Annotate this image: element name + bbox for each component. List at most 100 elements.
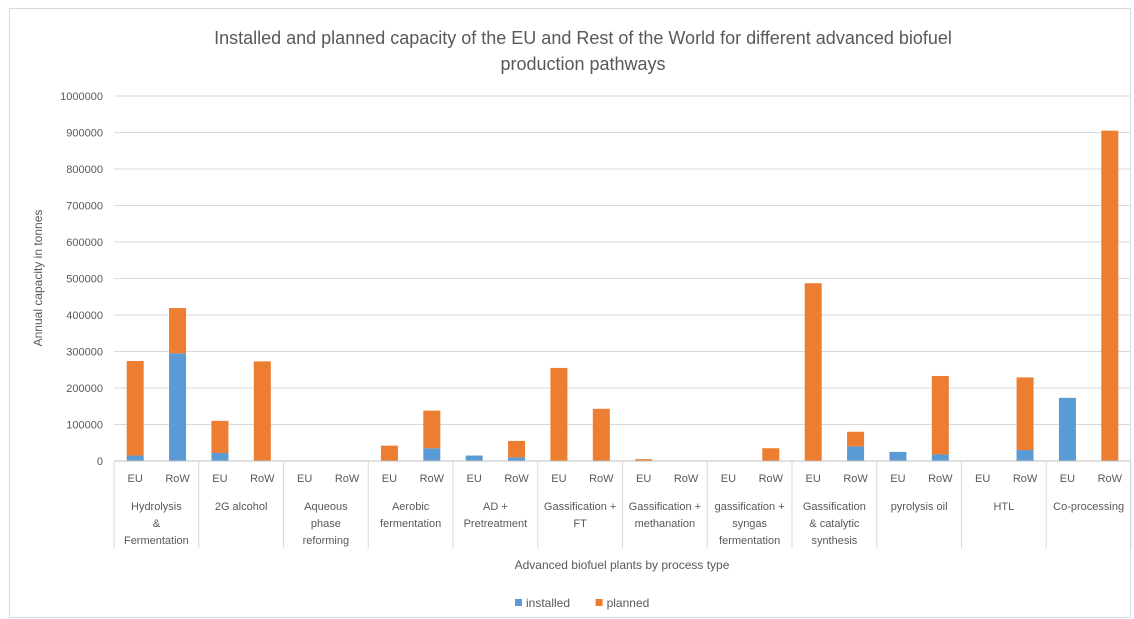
bar-planned [508, 440, 526, 458]
region-label: EU [1060, 473, 1075, 485]
region-label: RoW [843, 473, 868, 485]
group-label: Aqueous [304, 501, 348, 513]
legend: installed planned [515, 596, 649, 610]
bar-installed [847, 446, 865, 461]
y-tick-label: 500000 [66, 274, 103, 286]
bar-planned [1016, 377, 1034, 451]
group-label: 2G alcohol [215, 501, 268, 513]
y-tick-label: 200000 [66, 383, 103, 395]
bar-planned [211, 420, 229, 453]
region-label: EU [382, 473, 397, 485]
y-axis-title: Annual capacity in tonnes [31, 210, 45, 347]
group-label: & [153, 518, 161, 530]
bar-planned [847, 431, 865, 447]
group-label: HTL [993, 501, 1014, 513]
group-label: Aerobic [392, 501, 430, 513]
group-label: Fermentation [124, 535, 189, 547]
bar-planned [380, 445, 398, 461]
y-tick-label: 600000 [66, 237, 103, 249]
group-label: Co-processing [1053, 501, 1124, 513]
bar-installed [423, 448, 441, 461]
bar-installed [1016, 450, 1034, 461]
legend-label-installed: installed [526, 596, 570, 610]
region-label: RoW [335, 473, 360, 485]
group-label: gassification + [715, 501, 785, 513]
bar-planned [169, 308, 187, 354]
bar-planned [635, 459, 653, 461]
y-tick-label: 100000 [66, 420, 103, 432]
bar-planned [253, 361, 271, 461]
bar-planned [762, 448, 780, 461]
x-axis: Hydrolysis & Fermentation EU RoW 2G alcohol EU… [113, 460, 1132, 548]
group-label: Pretreatment [464, 518, 528, 530]
region-label: EU [636, 473, 651, 485]
bar-installed [211, 452, 229, 461]
legend-swatch-planned [595, 599, 603, 606]
bar-installed [126, 455, 144, 461]
y-tick-label: 700000 [66, 201, 103, 213]
region-label: EU [890, 473, 905, 485]
bar-planned [1101, 130, 1119, 462]
region-label: EU [551, 473, 566, 485]
region-label: EU [297, 473, 312, 485]
y-tick-label: 1000000 [60, 91, 103, 103]
x-axis-title: Advanced biofuel plants by process type [515, 558, 730, 572]
region-label: EU [721, 473, 736, 485]
region-label: RoW [420, 473, 445, 485]
y-tick-label: 800000 [66, 164, 103, 176]
group-label: Hydrolysis [131, 501, 182, 513]
region-label: RoW [504, 473, 529, 485]
y-tick-label: 300000 [66, 347, 103, 359]
bar-planned [126, 360, 144, 456]
region-label: EU [806, 473, 821, 485]
region-label: EU [128, 473, 143, 485]
bar-planned [804, 283, 822, 461]
region-label: RoW [165, 473, 190, 485]
bar-planned [931, 375, 949, 455]
group-label: syngas [732, 518, 767, 530]
group-label: FT [573, 518, 587, 530]
group-label: Gassification + [544, 501, 616, 513]
bar-installed [931, 454, 949, 461]
y-tick-label: 900000 [66, 128, 103, 140]
bar-installed [1058, 397, 1076, 461]
region-label: EU [467, 473, 482, 485]
group-label: AD + [483, 501, 508, 513]
region-label: EU [212, 473, 227, 485]
region-label: RoW [928, 473, 953, 485]
bar-installed [465, 455, 483, 461]
group-label: phase [311, 518, 341, 530]
chart-title-line-1: Installed and planned capacity of the EU… [214, 28, 952, 48]
y-tick-label: 400000 [66, 310, 103, 322]
group-label: pyrolysis oil [891, 501, 948, 513]
region-label: RoW [589, 473, 614, 485]
bar-planned [550, 367, 568, 461]
legend-swatch-installed [515, 599, 522, 606]
group-label: reforming [303, 535, 349, 547]
group-label: Gassification [803, 501, 866, 513]
chart-frame [9, 8, 1131, 618]
y-axis-ticks: 0 100000 200000 300000 400000 500000 600000 700… [60, 91, 103, 468]
chart-title-line-2: production pathways [500, 54, 665, 74]
region-label: RoW [250, 473, 275, 485]
region-label: RoW [759, 473, 784, 485]
region-label: RoW [1013, 473, 1038, 485]
bar-planned [592, 408, 610, 461]
y-tick-label: 0 [97, 456, 103, 468]
region-label: RoW [674, 473, 699, 485]
group-label: synthesis [811, 535, 857, 547]
bars [126, 130, 1119, 462]
group-label: methanation [635, 518, 696, 530]
group-label: fermentation [719, 535, 780, 547]
group-label: fermentation [380, 518, 441, 530]
bar-installed [508, 457, 526, 461]
region-label: EU [975, 473, 990, 485]
group-label: & catalytic [809, 518, 860, 530]
bar-installed [169, 353, 187, 461]
bar-installed [889, 451, 907, 461]
group-label: Gassification + [629, 501, 701, 513]
legend-label-planned: planned [607, 596, 650, 610]
bar-planned [423, 410, 441, 449]
